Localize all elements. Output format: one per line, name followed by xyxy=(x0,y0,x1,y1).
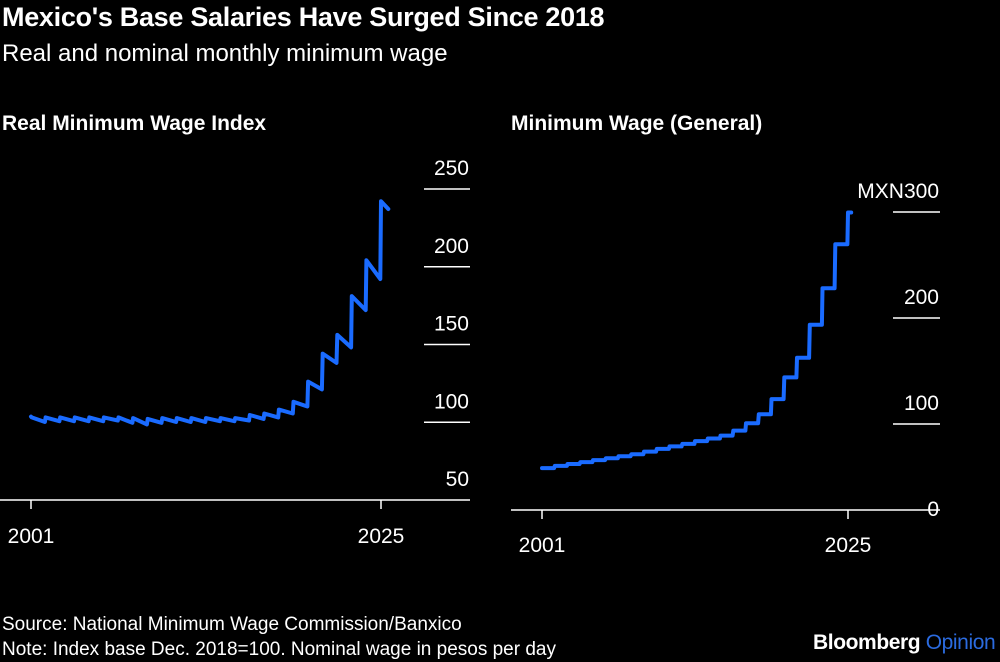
y-tick-label: 100 xyxy=(904,392,939,415)
y-tick-label: 100 xyxy=(434,390,469,413)
y-tick-label: 150 xyxy=(434,313,469,336)
real-wage-x-ticks: 2001 2025 xyxy=(8,500,405,548)
x-tick-label: 2025 xyxy=(358,525,405,548)
brand-suffix: Opinion xyxy=(925,631,996,654)
y-tick-label: 0 xyxy=(927,498,939,521)
real-wage-index-line xyxy=(29,199,391,427)
real-wage-panel-title: Real Minimum Wage Index xyxy=(2,112,266,135)
nominal-wage-gridlines: MXN300 200 100 0 xyxy=(857,180,940,521)
real-wage-panel: Real Minimum Wage Index 250 200 150 100 50 2… xyxy=(0,112,470,548)
footer: Source: National Minimum Wage Commission… xyxy=(2,612,556,662)
x-tick-label: 2001 xyxy=(519,534,566,557)
y-tick-label: 50 xyxy=(446,468,469,491)
bloomberg-opinion-logo: Bloomberg Opinion xyxy=(813,631,996,655)
y-tick-label: MXN300 xyxy=(857,180,939,203)
chart-title: Mexico's Base Salaries Have Surged Since… xyxy=(2,2,605,32)
y-tick-label: 200 xyxy=(904,286,939,309)
y-tick-label: 200 xyxy=(434,235,469,258)
source-note: Source: National Minimum Wage Commission… xyxy=(2,614,462,635)
nominal-wage-line xyxy=(540,210,854,471)
chart-subtitle: Real and nominal monthly minimum wage xyxy=(2,40,448,67)
nominal-wage-panel: Minimum Wage (General) MXN300 200 100 0 200… xyxy=(511,112,940,557)
x-tick-label: 2025 xyxy=(825,534,872,557)
real-wage-gridlines: 250 200 150 100 50 xyxy=(424,157,470,491)
real-wage-series xyxy=(29,199,391,427)
brand-name: Bloomberg xyxy=(813,631,921,654)
nominal-wage-panel-title: Minimum Wage (General) xyxy=(511,112,762,135)
nominal-wage-x-ticks: 2001 2025 xyxy=(519,510,872,557)
x-tick-label: 2001 xyxy=(8,525,55,548)
y-tick-label: 250 xyxy=(434,157,469,180)
index-note: Note: Index base Dec. 2018=100. Nominal … xyxy=(2,639,556,660)
nominal-wage-series xyxy=(540,210,854,471)
